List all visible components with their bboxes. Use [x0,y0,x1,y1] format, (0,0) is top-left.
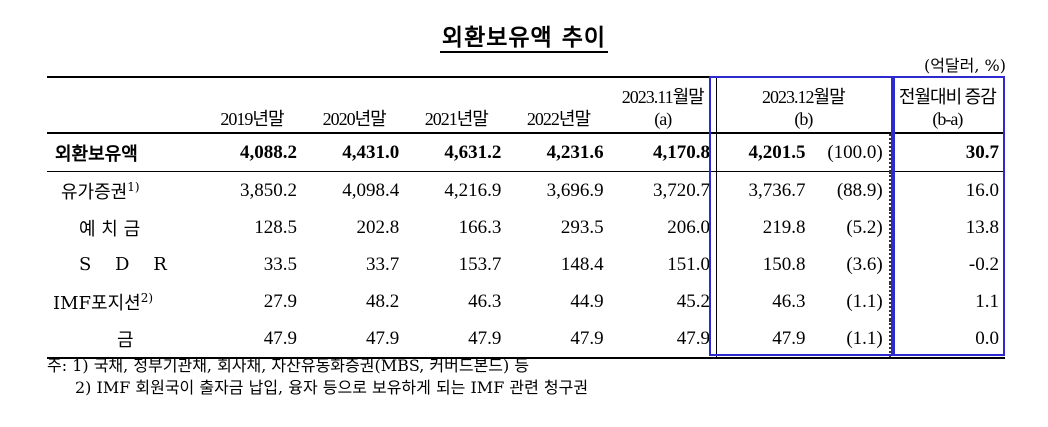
cell-2022: 47.9 [507,320,610,359]
header-2021: 2021년말 [405,76,508,134]
cell-2020: 48.2 [365,290,400,312]
cell-change: 1.1 [975,290,999,312]
cell-2022: 293.5 [560,216,604,238]
cell-2019: 3,850.2 [240,179,298,201]
header-2020: 2020년말 [303,76,406,134]
row-label: 예 치 금 [79,218,141,240]
cell-dec2023: 46.3 [715,283,812,320]
cell-dec2023-share: (88.9) [811,171,891,209]
table-row: IMF포지션2) 27.9 48.2 46.3 44.9 45.2 46.3 (… [47,283,1005,320]
table-row: 유가증권1) 3,850.2 4,098.4 4,216.9 3,696.9 3… [47,171,1005,209]
cell-dec2023: 219.8 [715,209,812,246]
cell-2022: 44.9 [570,290,604,312]
cell-dec2023-share: (3.6) [811,246,891,283]
unit-label: (억달러, %) [923,56,1006,75]
row-label: 금 [47,320,201,359]
cell-dec2023-share: (5.2) [811,209,891,246]
footnotes: 주: 1) 국채, 정부기관채, 회사채, 자산유동화증권(MBS, 커버드본드… [47,355,588,399]
cell-nov2023: 4,170.8 [609,133,717,172]
cell-2021: 47.9 [405,320,508,359]
cell-nov2023: 151.0 [667,253,710,275]
cell-2020: 33.7 [365,253,400,275]
row-label: 유가증권1) [61,179,140,203]
cell-dec2023: 4,201.5 [715,133,812,172]
cell-2019: 33.5 [263,253,298,275]
table-row: 금 47.9 47.9 47.9 47.9 47.9 47.9 (1.1) 0.… [47,320,1005,359]
table-row: 외환보유액 4,088.2 4,431.0 4,631.2 4,231.6 4,… [47,133,1005,172]
header-dec2023: 2023.12월말 (b) [715,76,890,134]
cell-2019: 128.5 [254,216,298,238]
footnote-2: 2) IMF 회원국이 출자금 납입, 융자 등으로 보유하게 되는 IMF 관… [75,378,589,397]
row-label: IMF포지션2) [53,290,154,314]
cell-dec2023: 3,736.7 [715,171,812,209]
header-2019: 2019년말 [200,76,304,134]
cell-2020: 4,098.4 [342,179,400,201]
header-blank [47,76,201,134]
table-title: 외환보유액 추이 [439,24,609,53]
cell-dec2023: 150.8 [715,246,812,283]
cell-change: 30.7 [889,133,1005,172]
reserves-table: 2019년말 2020년말 2021년말 2022년말 2023.11월말 (a)… [47,76,1005,359]
cell-2021: 4,631.2 [405,133,508,172]
cell-2022: 3,696.9 [546,179,604,201]
cell-nov2023: 206.0 [667,216,710,238]
cell-2019: 47.9 [200,320,304,359]
cell-2022: 148.4 [560,253,604,275]
cell-change: 13.8 [965,216,999,238]
row-label: 외환보유액 [47,133,201,172]
cell-nov2023: 47.9 [609,320,717,359]
row-label: S D R [79,254,167,275]
cell-2019: 4,088.2 [200,133,304,172]
cell-nov2023: 45.2 [676,290,710,312]
cell-nov2023: 3,720.7 [652,179,710,201]
header-change: 전월대비 증감 (b-a) [889,76,1005,134]
cell-2020: 4,431.0 [303,133,406,172]
cell-change: 0.0 [889,320,1005,359]
footnote-1: 주: 1) 국채, 정부기관채, 회사채, 자산유동화증권(MBS, 커버드본드… [47,356,530,375]
header-nov2023: 2023.11월말 (a) [609,76,717,134]
cell-2019: 27.9 [263,290,298,312]
cell-2020: 202.8 [356,216,400,238]
cell-2020: 47.9 [303,320,406,359]
cell-2021: 153.7 [458,253,502,275]
cell-dec2023-share: (1.1) [811,320,891,359]
cell-2021: 46.3 [468,290,502,312]
header-2022: 2022년말 [507,76,610,134]
cell-dec2023-share: (1.1) [811,283,891,320]
cell-dec2023: 47.9 [715,320,812,359]
cell-dec2023-share: (100.0) [811,133,891,172]
cell-change: 16.0 [965,179,999,201]
cell-change: -0.2 [968,253,999,275]
table-row: S D R 33.5 33.7 153.7 148.4 151.0 150.8 … [47,246,1005,283]
cell-2021: 166.3 [458,216,502,238]
cell-2021: 4,216.9 [444,179,502,201]
header-row: 2019년말 2020년말 2021년말 2022년말 2023.11월말 (a)… [47,76,1005,134]
cell-2022: 4,231.6 [507,133,610,172]
table-row: 예 치 금 128.5 202.8 166.3 293.5 206.0 219.… [47,209,1005,246]
